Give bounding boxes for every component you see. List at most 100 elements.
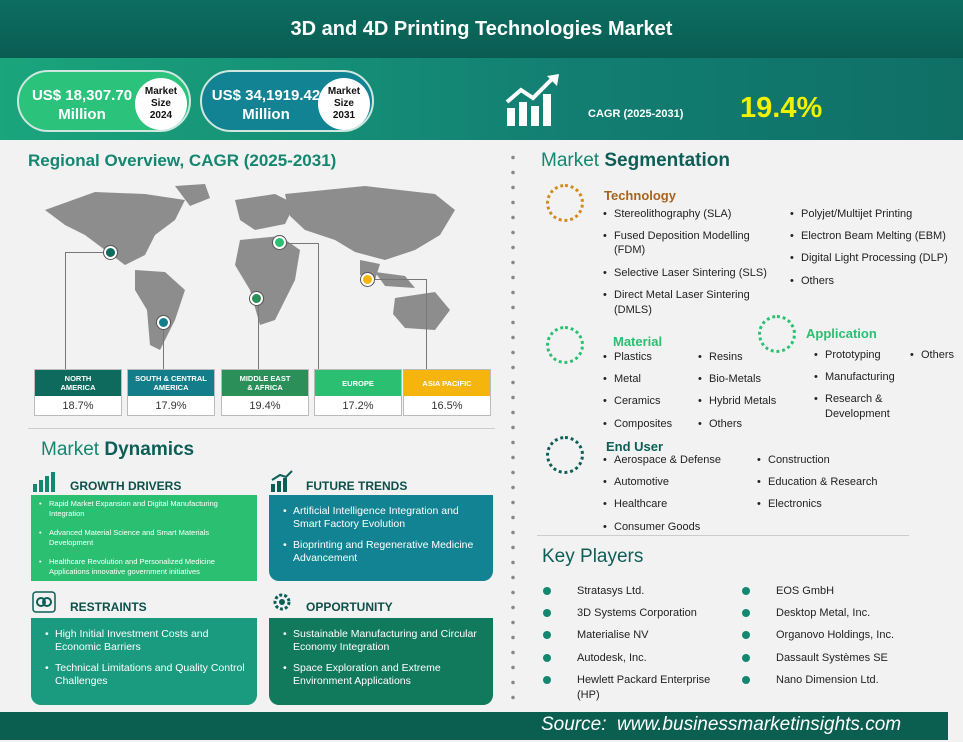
region-name-line: ASIA PACIFIC bbox=[422, 378, 472, 388]
title-part: Dynamics bbox=[104, 439, 195, 460]
market-dynamics-title: Market Dynamics bbox=[41, 439, 194, 461]
badge-line: Market bbox=[144, 86, 178, 97]
key-player-item-continuation: (HP) bbox=[577, 689, 600, 701]
regional-overview-title: Regional Overview, CAGR (2025-2031) bbox=[28, 151, 337, 170]
material-item: Metal bbox=[603, 373, 641, 385]
divider bbox=[28, 428, 495, 429]
key-player-item: Desktop Metal, Inc. bbox=[776, 607, 871, 619]
end-user-heading: End User bbox=[606, 439, 664, 454]
opportunity-gear-icon bbox=[273, 593, 291, 611]
material-item: Resins bbox=[698, 351, 743, 363]
restraints-heading: RESTRAINTS bbox=[70, 600, 147, 614]
material-icon bbox=[546, 326, 584, 364]
end-user-item: Construction bbox=[757, 454, 830, 466]
leader-line bbox=[373, 279, 426, 280]
leader-line bbox=[258, 305, 259, 369]
application-item: Research & bbox=[814, 393, 883, 405]
end-user-item: Aerospace & Defense bbox=[603, 454, 721, 466]
key-player-bullet bbox=[543, 609, 551, 617]
key-player-bullet bbox=[543, 676, 551, 684]
cagr-value: 19.4% bbox=[740, 92, 823, 124]
key-player-bullet bbox=[543, 654, 551, 662]
future-trends-box: Artificial Intelligence Integration and … bbox=[269, 495, 493, 581]
key-player-item: EOS GmbH bbox=[776, 585, 835, 597]
key-player-item: Organovo Holdings, Inc. bbox=[776, 629, 895, 641]
key-player-bullet bbox=[742, 631, 750, 639]
badge-line: Size bbox=[150, 98, 171, 109]
key-player-bullet bbox=[742, 654, 750, 662]
material-item: Hybrid Metals bbox=[698, 395, 776, 407]
region-card-europe: EUROPE 17.2% bbox=[314, 369, 402, 416]
end-user-item: Healthcare bbox=[603, 498, 667, 510]
market-size-2031-unit: Million bbox=[242, 106, 290, 123]
market-segmentation-title: Market Segmentation bbox=[541, 150, 730, 172]
restraints-box: High Initial Investment Costs and Econom… bbox=[31, 618, 257, 705]
technology-item: Digital Light Processing (DLP) bbox=[790, 252, 948, 264]
key-players-title: Key Players bbox=[542, 546, 644, 567]
market-size-2024-card: US$ 18,307.70 Million Market Size 2024 bbox=[17, 70, 191, 132]
badge-line: 2024 bbox=[149, 110, 173, 121]
badge-line: 2031 bbox=[332, 110, 356, 121]
market-size-2024-unit: Million bbox=[58, 106, 106, 123]
market-size-2031-card: US$ 34,1919.42 Million Market Size 2031 bbox=[200, 70, 374, 132]
end-user-item: Education & Research bbox=[757, 476, 877, 488]
restraint-item: Technical Limitations and Quality Contro… bbox=[45, 662, 249, 688]
growth-driver-item: Healthcare Revolution and Personalized M… bbox=[39, 557, 251, 577]
leader-line bbox=[65, 252, 66, 369]
technology-item: Stereolithography (SLA) bbox=[603, 208, 731, 220]
opportunity-item: Sustainable Manufacturing and Circular E… bbox=[283, 628, 485, 654]
region-card-north-america: NORTH AMERICA 18.7% bbox=[34, 369, 122, 416]
restraint-item: High Initial Investment Costs and Econom… bbox=[45, 628, 249, 654]
region-name: NORTH AMERICA bbox=[35, 370, 121, 396]
restraint-chain-icon bbox=[32, 591, 56, 613]
key-player-item: Dassault Systèmes SE bbox=[776, 652, 888, 664]
material-item: Ceramics bbox=[603, 395, 661, 407]
leader-line bbox=[163, 329, 164, 369]
application-item: Others bbox=[910, 349, 954, 361]
technology-item: Polyjet/Multijet Printing bbox=[790, 208, 912, 220]
key-player-bullet bbox=[543, 587, 551, 595]
key-player-item: Autodesk, Inc. bbox=[577, 652, 647, 664]
south-america-pin bbox=[157, 316, 170, 329]
key-player-item: Nano Dimension Ltd. bbox=[776, 674, 879, 686]
key-player-item: 3D Systems Corporation bbox=[577, 607, 697, 619]
region-name-line: EUROPE bbox=[342, 378, 374, 388]
region-cagr: 17.2% bbox=[342, 400, 374, 412]
region-cagr: 19.4% bbox=[249, 400, 281, 412]
end-user-icon bbox=[546, 436, 584, 474]
region-name-line: NORTH bbox=[64, 374, 92, 383]
material-item: Bio-Metals bbox=[698, 373, 761, 385]
region-name: SOUTH & CENTRAL AMERICA bbox=[128, 370, 214, 396]
key-player-item: Stratasys Ltd. bbox=[577, 585, 645, 597]
key-player-bullet bbox=[742, 676, 750, 684]
region-cagr: 17.9% bbox=[155, 400, 187, 412]
material-item: Others bbox=[698, 418, 742, 430]
market-size-2031-badge: Market Size 2031 bbox=[318, 78, 370, 130]
region-cagr: 16.5% bbox=[431, 400, 463, 412]
key-player-bullet bbox=[543, 631, 551, 639]
key-player-item: Materialise NV bbox=[577, 629, 649, 641]
region-name: MIDDLE EAST & AFRICA bbox=[222, 370, 308, 396]
cagr-label: CAGR (2025-2031) bbox=[588, 108, 684, 120]
key-player-bullet bbox=[742, 587, 750, 595]
north-america-pin bbox=[104, 246, 117, 259]
badge-line: Size bbox=[333, 98, 354, 109]
leader-line bbox=[65, 252, 110, 253]
bar-chart-icon bbox=[33, 472, 55, 492]
region-card-middle-east-africa: MIDDLE EAST & AFRICA 19.4% bbox=[221, 369, 309, 416]
end-user-item: Consumer Goods bbox=[603, 521, 700, 533]
market-size-2024-value: US$ 18,307.70 bbox=[31, 87, 133, 104]
region-name-line: AMERICA bbox=[60, 383, 96, 392]
technology-item: Fused Deposition Modelling bbox=[603, 230, 750, 242]
region-cagr: 18.7% bbox=[62, 400, 94, 412]
end-user-item: Electronics bbox=[757, 498, 822, 510]
region-name-line: MIDDLE EAST bbox=[239, 374, 291, 383]
title-part: Market bbox=[541, 150, 600, 171]
region-name-line: & AFRICA bbox=[247, 383, 283, 392]
end-user-item: Automotive bbox=[603, 476, 669, 488]
region-name: EUROPE bbox=[315, 370, 401, 396]
application-item: Manufacturing bbox=[814, 371, 895, 383]
material-item: Composites bbox=[603, 418, 672, 430]
opportunity-box: Sustainable Manufacturing and Circular E… bbox=[269, 618, 493, 705]
leader-line bbox=[318, 243, 319, 369]
